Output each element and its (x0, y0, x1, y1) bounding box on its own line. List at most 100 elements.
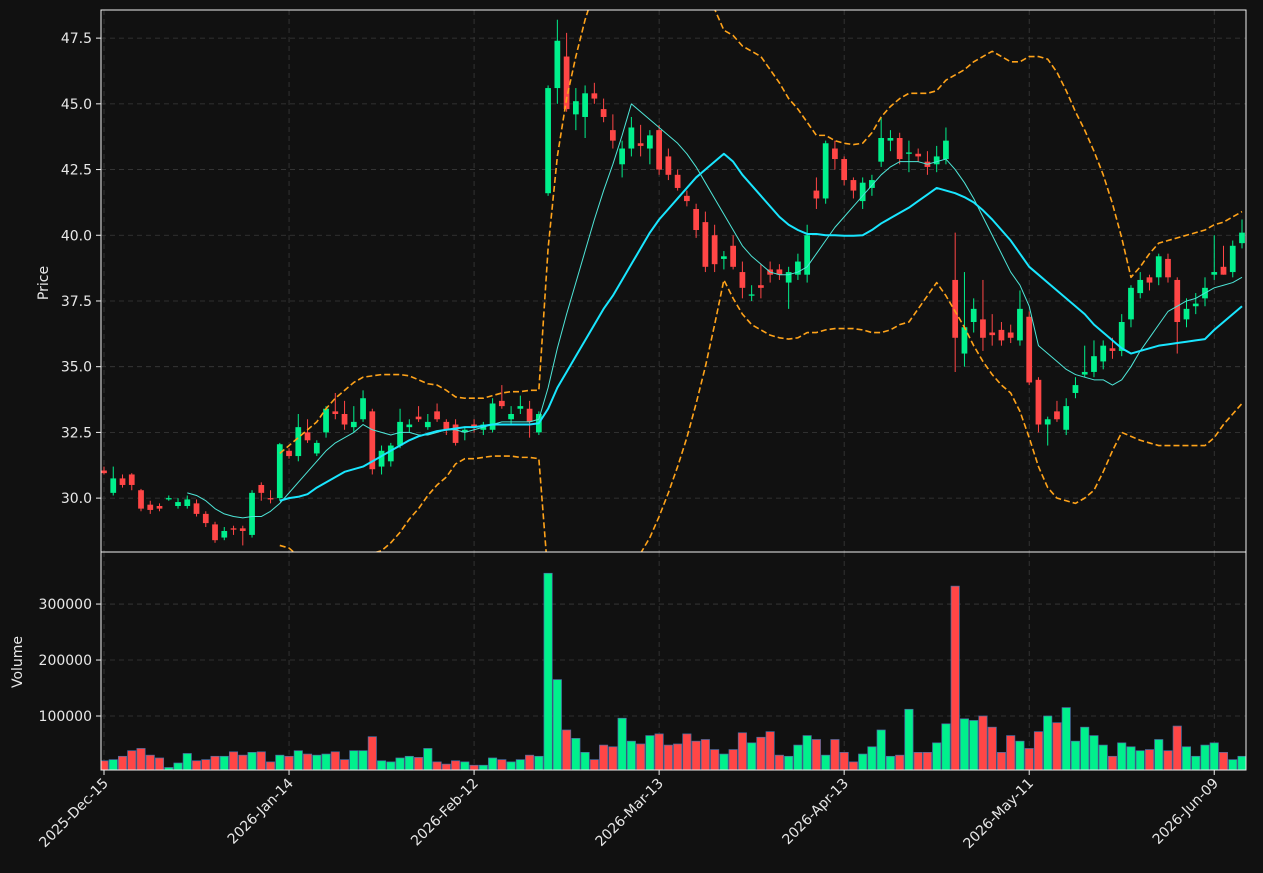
candle-body (850, 180, 857, 191)
volume-bar (922, 752, 932, 770)
volume-bar (784, 755, 794, 770)
volume-bar (182, 753, 192, 770)
volume-bar (340, 759, 350, 770)
volume-bar (839, 752, 849, 770)
candle-body (1220, 266, 1227, 275)
candle-body (841, 159, 848, 181)
volume-bar (386, 761, 396, 770)
candle-body (424, 421, 431, 428)
volume-bar (497, 759, 507, 770)
candle-body (193, 503, 200, 514)
candle-body (212, 524, 218, 541)
candle-body (1035, 379, 1042, 425)
candle-body (915, 153, 922, 157)
candle-body (461, 429, 468, 433)
volume-bar (219, 755, 229, 770)
volume-bar (1070, 740, 1080, 770)
indicator-line (279, 279, 1243, 552)
volume-bar (793, 744, 803, 770)
volume-bar (571, 738, 581, 770)
volume-bar (460, 761, 470, 770)
candle-body (489, 403, 496, 430)
volume-bar (1024, 748, 1034, 770)
candle-body (730, 245, 737, 267)
volume-bar (1117, 742, 1127, 770)
candle-body (989, 332, 996, 336)
grid (101, 10, 1246, 770)
volume-bar (691, 740, 701, 770)
y-tick-label: 300000 (39, 597, 92, 613)
volume-bar (682, 733, 692, 770)
candle-body (1054, 411, 1060, 420)
candle-body (517, 406, 524, 409)
volume-bar (1006, 735, 1016, 770)
candle-body (1183, 308, 1190, 320)
volume-bar (552, 679, 562, 770)
volume-bar (1237, 755, 1246, 770)
candle-body (1229, 245, 1236, 273)
candle-body (415, 416, 422, 420)
candle-body (249, 492, 255, 535)
volume-bar (654, 733, 664, 770)
volume-bar (1015, 740, 1025, 770)
candle-body (628, 127, 635, 149)
y-axis-label: Volume (10, 636, 26, 688)
candle-body (554, 40, 561, 89)
candle-body (1017, 308, 1023, 341)
volume-bar (1191, 755, 1201, 770)
candle-body (360, 398, 366, 420)
candle-body (600, 109, 607, 117)
candle-body (896, 138, 903, 160)
volume-bar (885, 755, 895, 770)
candle-body (230, 528, 237, 530)
candle-body (887, 138, 894, 141)
candle-body (1063, 406, 1070, 430)
volume-bar (145, 754, 155, 770)
volume-bar (1218, 752, 1229, 770)
candle-body (980, 319, 986, 338)
indicator-line (187, 103, 1243, 519)
volume-bar (895, 754, 905, 770)
candle-body (202, 513, 209, 524)
volume-bar (710, 749, 720, 770)
candle-body (221, 530, 228, 538)
y-tick-label: 35.0 (61, 360, 92, 376)
y-tick-label: 42.5 (61, 163, 92, 179)
candle-body (101, 470, 107, 474)
candle-body (332, 411, 339, 415)
volume-bar (441, 763, 451, 770)
volume-bar (978, 715, 988, 770)
volume-bar (432, 761, 442, 770)
candle-body (582, 93, 588, 117)
candle-body (647, 135, 653, 149)
candle-body (906, 152, 912, 154)
indicator-line (279, 152, 1243, 502)
candle-body (508, 414, 514, 420)
volume-bar (534, 755, 544, 770)
volume-bar (117, 755, 128, 770)
volume-bar (1033, 731, 1043, 770)
volume-bar (719, 753, 729, 770)
candle-body (702, 222, 709, 267)
candle-body (822, 143, 829, 199)
volume-bar (201, 759, 211, 770)
candle-body (998, 329, 1005, 341)
candle-body (323, 408, 329, 433)
candle-body (1146, 277, 1153, 283)
candle-body (943, 140, 949, 160)
volume-bar (1080, 726, 1090, 770)
volume-bar (580, 752, 590, 770)
candle-body (397, 421, 403, 446)
candle-body (545, 88, 551, 194)
candle-body (369, 411, 376, 470)
candle-body (526, 408, 533, 422)
volume-bar (127, 750, 137, 770)
volume-bar (108, 759, 118, 770)
candle-body (859, 182, 866, 202)
candle-body (313, 442, 320, 454)
volume-bar (404, 755, 414, 770)
volume-bar (238, 754, 248, 770)
candle-body (952, 279, 959, 338)
candle-body (119, 478, 126, 485)
